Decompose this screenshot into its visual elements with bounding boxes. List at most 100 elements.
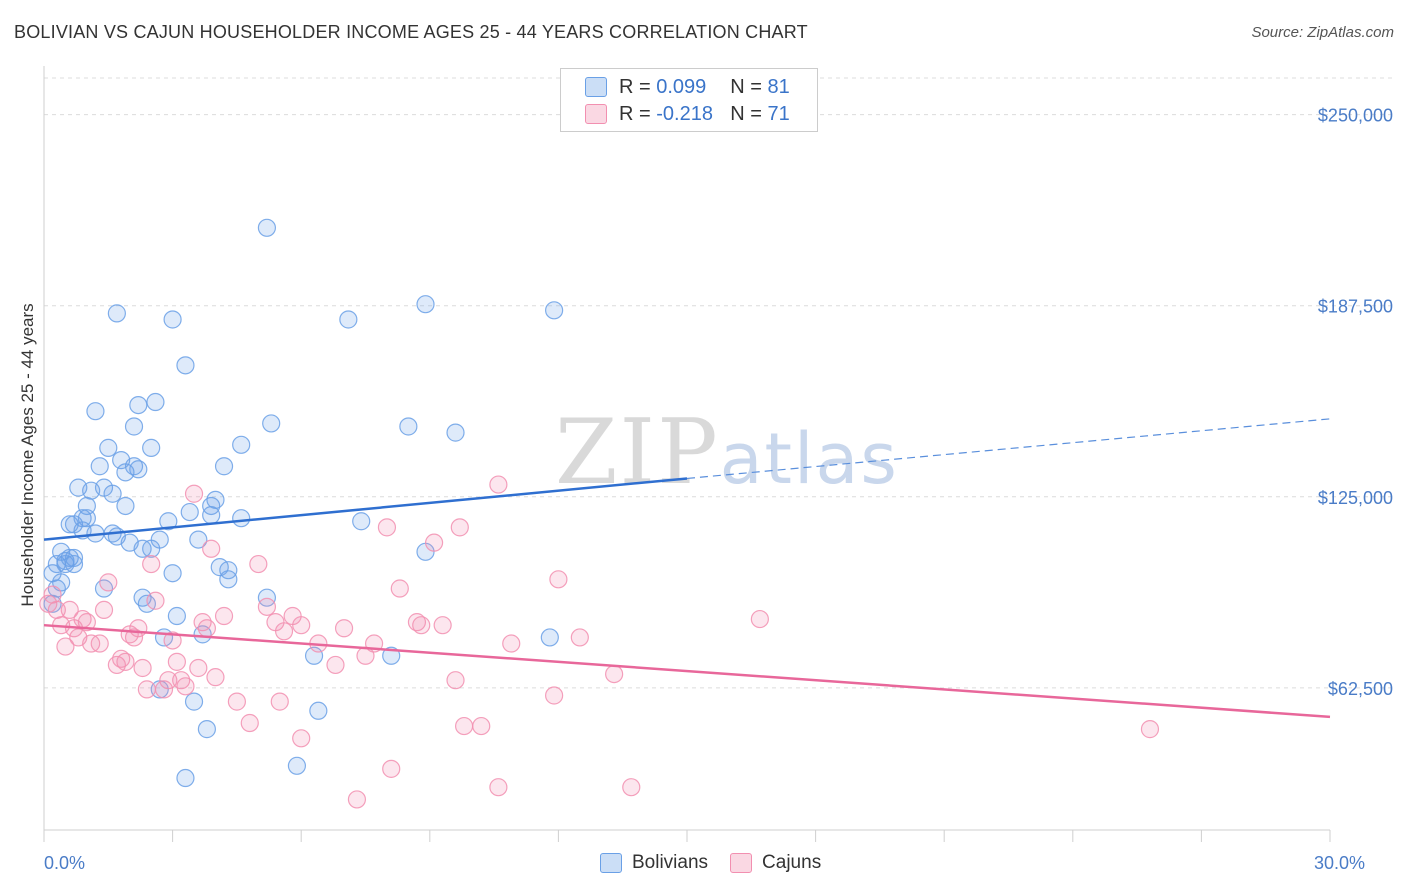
point-bolivians: [176, 768, 195, 788]
point-cajuns: [412, 616, 431, 635]
series-legend: Bolivians Cajuns: [600, 852, 843, 874]
point-cajuns: [202, 539, 221, 558]
point-bolivians: [206, 490, 225, 509]
point-cajuns: [450, 518, 469, 537]
point-cajuns: [292, 729, 311, 748]
gridlines: [44, 77, 1395, 689]
n-value: 81: [767, 75, 790, 98]
point-cajuns: [214, 606, 234, 626]
point-cajuns: [94, 600, 114, 620]
r-label: R =: [619, 75, 651, 98]
point-cajuns: [227, 692, 246, 711]
point-bolivians: [64, 554, 84, 574]
point-bolivians: [107, 304, 126, 323]
point-cajuns: [502, 634, 521, 653]
point-cajuns: [189, 658, 208, 678]
point-cajuns: [249, 554, 268, 574]
n-value: 71: [767, 102, 790, 125]
point-bolivians: [142, 438, 161, 457]
point-cajuns: [334, 619, 354, 638]
trend-lines: [43, 418, 1331, 719]
point-cajuns: [549, 570, 568, 589]
r-label: R =: [619, 102, 651, 125]
point-bolivians: [339, 310, 358, 329]
point-bolivians: [176, 356, 195, 375]
point-cajuns: [99, 573, 118, 592]
point-bolivians: [150, 530, 169, 549]
r-value: -0.218: [656, 102, 713, 125]
point-cajuns: [257, 597, 277, 616]
point-bolivians: [90, 457, 109, 476]
y-tick-label: $125,000: [1318, 488, 1393, 508]
point-cajuns: [133, 658, 152, 678]
x-tick-label: 30.0%: [1314, 853, 1365, 873]
point-bolivians: [214, 457, 234, 476]
legend-swatch-cajuns: [730, 853, 753, 873]
point-cajuns: [622, 778, 641, 797]
y-tick-label: $62,500: [1328, 679, 1393, 699]
legend-item-bolivians[interactable]: Bolivians: [600, 852, 708, 874]
point-cajuns: [472, 716, 491, 736]
point-bolivians: [219, 561, 238, 580]
y-tick-label: $250,000: [1318, 106, 1393, 126]
n-label: N =: [730, 75, 762, 98]
legend-label-cajuns: Cajuns: [762, 852, 822, 873]
point-cajuns: [292, 616, 311, 635]
point-cajuns: [167, 652, 186, 671]
point-cajuns: [570, 628, 589, 647]
legend-swatch-cajuns: [585, 104, 607, 124]
x-tick-label: 0.0%: [44, 853, 85, 873]
y-axis-label: Householder Income Ages 25 - 44 years: [18, 303, 37, 606]
point-cajuns: [390, 579, 409, 598]
point-cajuns: [116, 652, 135, 671]
source-label: Source: ZipAtlas.com: [1251, 24, 1394, 41]
legend-row-bolivians: R = 0.099 N = 81: [585, 74, 790, 100]
y-tick-label: $187,500: [1318, 297, 1393, 317]
point-cajuns: [433, 616, 452, 635]
point-cajuns: [424, 533, 444, 552]
point-cajuns: [240, 713, 259, 733]
point-cajuns: [176, 677, 195, 696]
point-bolivians: [146, 392, 165, 412]
point-cajuns: [43, 585, 62, 604]
point-bolivians: [219, 570, 238, 589]
point-cajuns: [605, 664, 624, 684]
point-bolivians: [77, 509, 96, 528]
point-cajuns: [154, 680, 174, 699]
r-value: 0.099: [656, 75, 707, 98]
point-bolivians: [129, 395, 148, 415]
legend-label-bolivians: Bolivians: [632, 852, 709, 873]
point-bolivians: [382, 646, 401, 665]
legend-item-cajuns[interactable]: Cajuns: [730, 852, 821, 874]
point-bolivians: [540, 628, 559, 647]
point-bolivians: [180, 502, 199, 522]
point-cajuns: [382, 759, 401, 778]
point-cajuns: [270, 692, 289, 711]
point-cajuns: [446, 671, 465, 690]
point-cajuns: [489, 778, 508, 797]
point-bolivians: [416, 295, 435, 314]
point-bolivians: [257, 588, 277, 607]
point-cajuns: [146, 591, 165, 610]
point-bolivians: [167, 606, 186, 626]
point-cajuns: [77, 613, 96, 632]
point-cajuns: [454, 716, 474, 736]
point-cajuns: [377, 518, 397, 537]
legend-row-cajuns: R = -0.218 N = 71: [585, 101, 790, 127]
point-cajuns: [197, 619, 216, 638]
point-cajuns: [347, 790, 367, 809]
point-bolivians: [103, 484, 122, 503]
point-bolivians: [545, 301, 564, 320]
data-points: [39, 218, 1160, 809]
chart-title: BOLIVIAN VS CAJUN HOUSEHOLDER INCOME AGE…: [14, 22, 808, 42]
point-bolivians: [232, 435, 251, 454]
point-cajuns: [60, 600, 79, 620]
point-cajuns: [142, 554, 161, 574]
point-bolivians: [99, 438, 118, 457]
trend-line-cajuns: [43, 623, 1331, 719]
point-cajuns: [124, 628, 144, 647]
point-bolivians: [163, 310, 182, 329]
tick-labels: $250,000 $187,500 $125,000 $62,500 0.0% 30.0%: [44, 106, 1393, 873]
axes: [43, 66, 1331, 842]
